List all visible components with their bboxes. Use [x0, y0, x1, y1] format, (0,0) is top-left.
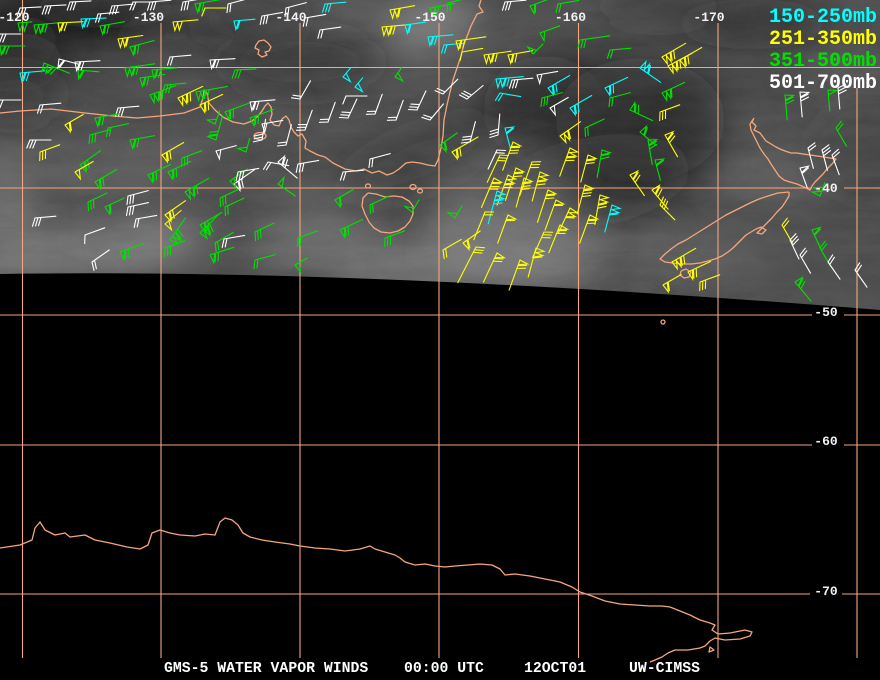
- svg-text:-60: -60: [814, 434, 838, 449]
- svg-text:-170: -170: [693, 10, 724, 25]
- svg-text:501-700mb: 501-700mb: [769, 72, 877, 95]
- svg-text:GMS-5 WATER VAPOR WINDS: GMS-5 WATER VAPOR WINDS: [164, 661, 368, 677]
- svg-text:12OCT01: 12OCT01: [524, 661, 586, 677]
- svg-text:-40: -40: [814, 181, 838, 196]
- svg-text:-50: -50: [814, 305, 838, 320]
- svg-text:00:00 UTC: 00:00 UTC: [404, 661, 484, 677]
- svg-text:-120: -120: [0, 10, 30, 25]
- svg-text:150-250mb: 150-250mb: [769, 6, 877, 29]
- svg-text:-140: -140: [275, 10, 306, 25]
- svg-text:-150: -150: [414, 10, 445, 25]
- svg-text:351-500mb: 351-500mb: [769, 50, 877, 73]
- svg-text:251-350mb: 251-350mb: [769, 28, 877, 51]
- svg-text:-70: -70: [814, 584, 838, 599]
- svg-text:-130: -130: [133, 10, 164, 25]
- svg-text:UW-CIMSS: UW-CIMSS: [629, 661, 700, 677]
- svg-text:-160: -160: [555, 10, 586, 25]
